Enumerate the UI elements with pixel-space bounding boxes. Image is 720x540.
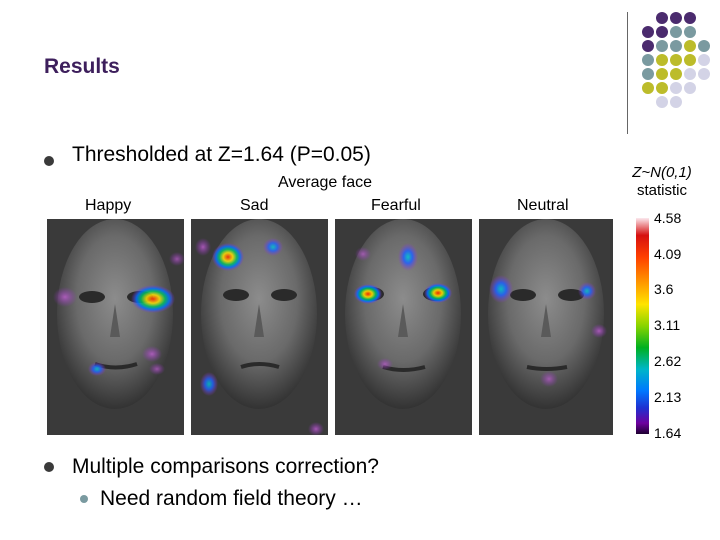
decorative-dot — [670, 40, 682, 52]
decorative-dot — [684, 40, 696, 52]
label-sad: Sad — [240, 197, 269, 214]
decorative-dot — [656, 54, 668, 66]
bullet-multiple-comparisons: Multiple comparisons correction? — [72, 455, 379, 478]
decorative-dot — [684, 54, 696, 66]
colorbar-title-line1: Z~N(0,1) — [632, 164, 692, 181]
decorative-dot — [670, 54, 682, 66]
decorative-dot — [656, 12, 668, 24]
decorative-dot — [656, 96, 668, 108]
sub-bullet-dot — [80, 495, 88, 503]
decorative-dot — [642, 40, 654, 52]
decorative-dot-grid — [642, 12, 710, 108]
decorative-dot — [698, 54, 710, 66]
sub-bullet-random-field-theory: Need random field theory … — [100, 487, 363, 510]
decorative-dot — [656, 40, 668, 52]
decorative-dot — [698, 68, 710, 80]
colorbar-tick: 3.6 — [654, 281, 674, 297]
decorative-divider — [627, 12, 628, 134]
decorative-dot — [684, 82, 696, 94]
decorative-dot — [684, 12, 696, 24]
label-fearful: Fearful — [371, 197, 421, 214]
colorbar-tick: 3.11 — [654, 317, 681, 333]
bullet-threshold: Thresholded at Z=1.64 (P=0.05) — [72, 143, 371, 167]
decorative-dot — [670, 82, 682, 94]
slide-title: Results — [44, 55, 120, 78]
colorbar-tick: 1.64 — [654, 425, 682, 441]
label-neutral: Neutral — [517, 197, 569, 214]
face-activation-panels — [47, 219, 613, 435]
decorative-dot — [656, 82, 668, 94]
decorative-dot — [656, 68, 668, 80]
face-panel-fearful — [335, 219, 472, 435]
decorative-dot — [670, 26, 682, 38]
decorative-dot — [656, 26, 668, 38]
decorative-dot — [642, 68, 654, 80]
colorbar-title: Z~N(0,1) statistic — [612, 164, 712, 200]
bullet-dot — [44, 156, 54, 166]
decorative-dot — [642, 26, 654, 38]
face-panel-sad — [191, 219, 328, 435]
decorative-dot — [642, 54, 654, 66]
bullet-dot — [44, 462, 54, 472]
decorative-dot — [684, 68, 696, 80]
label-happy: Happy — [85, 197, 132, 214]
decorative-dot — [670, 12, 682, 24]
colorbar-title-line2: statistic — [636, 182, 687, 199]
decorative-dot — [670, 68, 682, 80]
decorative-dot — [670, 96, 682, 108]
decorative-dot — [698, 40, 710, 52]
colorbar-tick: 4.58 — [654, 210, 682, 226]
colorbar — [636, 218, 649, 434]
face-panel-neutral — [479, 219, 613, 435]
colorbar-tick: 2.62 — [654, 353, 682, 369]
colorbar-tick: 2.13 — [654, 389, 682, 405]
bullet-threshold-text: Thresholded at Z=1.64 (P=0.05) — [72, 143, 371, 166]
colorbar-tick: 4.09 — [654, 246, 682, 262]
decorative-dot — [642, 82, 654, 94]
label-average-face: Average face — [278, 174, 372, 191]
decorative-dot — [684, 26, 696, 38]
face-panel-happy — [47, 219, 185, 435]
